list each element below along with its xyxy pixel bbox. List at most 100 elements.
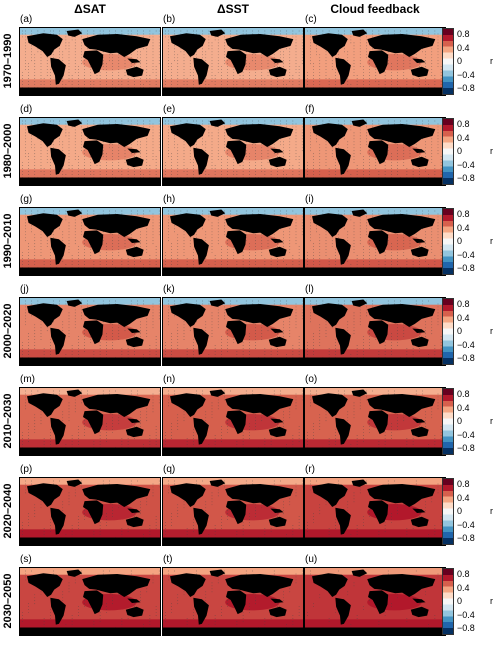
land-mass xyxy=(226,320,247,345)
land-mass xyxy=(335,597,351,625)
land-mass xyxy=(305,447,445,455)
land-mass xyxy=(209,29,226,37)
land-mass xyxy=(66,299,83,307)
arctic-band xyxy=(163,298,303,305)
land-mass xyxy=(226,140,247,165)
land-mass xyxy=(82,33,151,58)
colorbar-tick-label: 0.8 xyxy=(457,299,470,309)
land-mass xyxy=(125,516,144,528)
land-mass xyxy=(351,299,368,307)
land-mass xyxy=(412,598,426,603)
panel-label: (s) xyxy=(20,554,32,565)
land-mass xyxy=(412,508,426,513)
correlation-map xyxy=(304,27,446,96)
land-mass xyxy=(82,483,151,508)
colorbar-tick-label: 0 xyxy=(457,236,463,246)
land-mass xyxy=(125,336,144,348)
colorbar-tick-label: 0.4 xyxy=(457,132,470,143)
arctic-band xyxy=(20,298,160,305)
colorbar-tick-label: 0 xyxy=(457,506,463,516)
correlation-map xyxy=(304,387,446,456)
land-mass xyxy=(20,87,160,95)
land-mass xyxy=(410,606,429,618)
panel-label: (q) xyxy=(163,464,176,475)
colorbar xyxy=(442,478,454,545)
panel-label: (c) xyxy=(305,14,317,25)
colorbar-tick-label: 0.8 xyxy=(457,29,470,39)
land-mass xyxy=(66,389,83,397)
colorbar-label: r xyxy=(490,415,493,426)
land-mass xyxy=(410,66,429,78)
land-mass xyxy=(268,336,287,348)
panel-label: (g) xyxy=(20,194,33,205)
panel-label: (b) xyxy=(163,14,176,25)
colorbar-tick-label: −0.8 xyxy=(457,263,475,273)
land-mass xyxy=(226,410,247,435)
panel-label: (e) xyxy=(163,104,176,115)
panel-label: (a) xyxy=(20,14,33,25)
land-mass xyxy=(163,87,303,95)
colorbar-label: r xyxy=(490,595,493,606)
southern-ocean-band xyxy=(305,349,445,358)
panel-label: (h) xyxy=(163,194,176,205)
colorbar-tick-label: 0.4 xyxy=(457,582,470,593)
column-title-dsst: ΔSST xyxy=(217,2,249,16)
southern-ocean-band xyxy=(305,79,445,88)
land-mass xyxy=(367,483,436,508)
southern-ocean-band xyxy=(20,169,160,178)
land-mass xyxy=(368,230,389,255)
land-mass xyxy=(268,426,287,438)
land-mass xyxy=(127,508,141,513)
colorbar-label: r xyxy=(490,505,493,516)
colorbar-tick-label: −0.8 xyxy=(457,443,475,453)
colorbar-tick-label: 0 xyxy=(457,326,463,336)
period-label: 2020–2040 xyxy=(2,482,14,539)
period-label: 1990–2010 xyxy=(2,212,14,269)
land-mass xyxy=(312,393,348,418)
land-mass xyxy=(50,417,66,445)
land-mass xyxy=(268,156,287,168)
colorbar-tick-label: −0.8 xyxy=(457,173,475,183)
arctic-band xyxy=(163,118,303,125)
land-mass xyxy=(225,213,294,238)
land-mass xyxy=(305,267,445,275)
correlation-map xyxy=(162,477,304,546)
land-mass xyxy=(367,303,436,328)
colorbar xyxy=(442,388,454,455)
land-mass xyxy=(127,598,141,603)
land-mass xyxy=(270,58,284,63)
panel-label: (l) xyxy=(305,284,314,295)
land-mass xyxy=(83,50,104,75)
land-mass xyxy=(368,410,389,435)
land-mass xyxy=(351,569,368,577)
land-mass xyxy=(226,230,247,255)
southern-ocean-band xyxy=(163,349,303,358)
land-mass xyxy=(193,237,209,265)
land-mass xyxy=(83,590,104,615)
land-mass xyxy=(193,417,209,445)
correlation-map xyxy=(304,477,446,546)
land-mass xyxy=(193,597,209,625)
land-mass xyxy=(305,177,445,185)
southern-ocean-band xyxy=(305,259,445,268)
land-mass xyxy=(368,590,389,615)
correlation-map xyxy=(19,207,161,276)
correlation-map xyxy=(304,297,446,366)
land-mass xyxy=(193,327,209,355)
arctic-band xyxy=(20,28,160,35)
land-mass xyxy=(351,389,368,397)
land-mass xyxy=(268,606,287,618)
southern-ocean-band xyxy=(20,349,160,358)
colorbar-label: r xyxy=(490,55,493,66)
land-mass xyxy=(312,483,348,508)
land-mass xyxy=(351,209,368,217)
correlation-map xyxy=(304,567,446,636)
correlation-map xyxy=(162,27,304,96)
correlation-map xyxy=(304,207,446,276)
land-mass xyxy=(368,500,389,525)
land-mass xyxy=(312,123,348,148)
land-mass xyxy=(170,573,206,598)
land-mass xyxy=(268,246,287,258)
land-mass xyxy=(83,320,104,345)
land-mass xyxy=(270,238,284,243)
